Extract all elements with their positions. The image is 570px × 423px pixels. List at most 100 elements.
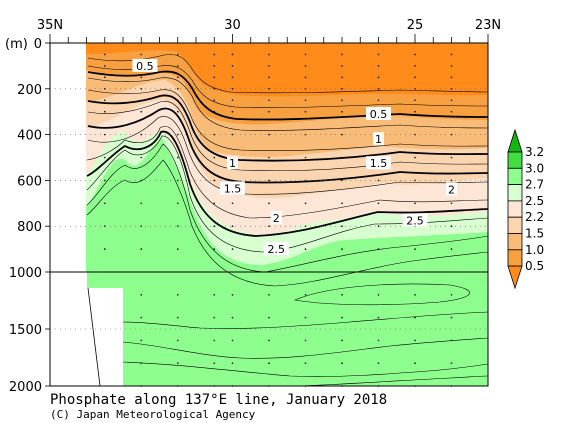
depth-tick-label: 600 [17,174,42,189]
station-dot [213,99,216,102]
station-dot [103,76,106,79]
svg-text:2: 2 [448,184,455,197]
station-dot [176,225,179,227]
station-dot [213,248,216,250]
legend-label: 0.5 [525,259,544,273]
topography-mask [50,43,86,272]
station-dot [414,362,416,365]
station-dot [341,179,343,182]
contour-label: 2 [270,211,282,225]
station-dot [450,225,453,227]
station-dot [268,316,270,319]
latitude-tick-label: 30 [224,18,241,33]
station-dot [231,53,234,56]
legend-arrow-bottom [507,265,523,290]
station-dot [231,99,234,102]
station-dot [176,294,179,296]
station-dot [140,156,143,159]
station-dot [377,179,380,182]
contour-label: 2.5 [402,213,428,227]
topography-mask-deep-lower [50,288,123,386]
station-dot [414,316,416,319]
legend-swatch [507,216,523,234]
band-deep-orange [50,43,488,97]
station-dot [231,65,234,67]
station-dot [213,362,216,365]
station-dot [450,110,453,113]
station-dot [414,248,416,250]
contour-label: 0.5 [132,58,158,73]
station-dot [377,248,380,250]
station-dot [176,156,179,159]
station-dot [268,294,270,296]
station-dot [341,88,343,90]
station-dot [231,339,234,342]
station-dot [231,133,234,136]
station-dot [268,53,270,56]
station-dot [414,339,416,342]
station-dot [231,76,234,79]
station-dot [103,225,106,227]
station-dot [213,179,216,182]
station-dot [213,339,216,342]
station-dot [231,110,234,113]
station-dot [103,202,106,205]
station-dot [341,202,343,205]
depth-tick-label: 1000 [9,266,42,281]
contour-label: 1 [373,132,384,146]
station-dot [377,99,380,102]
contour-label: 1.5 [220,181,245,195]
station-dot [341,316,343,319]
station-dot [213,110,216,113]
latitude-tick-label: 25 [407,18,424,33]
contour-label: 2.5 [263,242,289,256]
station-dot [377,65,380,67]
station-dot [414,76,416,79]
contour-label: 0.5 [366,106,391,121]
station-dot [268,225,270,227]
station-dot [213,225,216,227]
station-dot [450,53,453,56]
svg-text:1.5: 1.5 [224,182,242,195]
station-dot [140,294,143,296]
station-dot [304,316,307,319]
station-dot [176,179,179,182]
station-dot [268,202,270,205]
station-dot [140,76,143,79]
station-dot [377,202,380,205]
station-dot [103,99,106,102]
legend-label: 2.5 [525,194,544,208]
station-dot [341,294,343,296]
station-dot [231,248,234,250]
station-dot [103,133,106,136]
station-dot [450,65,453,67]
station-dot [377,294,380,296]
station-dot [268,110,270,113]
station-dot [450,76,453,79]
station-dot [103,53,106,56]
station-dot [140,339,143,342]
station-dot [140,202,143,205]
credit-line: (C) Japan Meteorological Agency [50,408,256,421]
station-dot [176,133,179,136]
station-dot [176,202,179,205]
station-dot [213,76,216,79]
station-dot [213,88,216,90]
station-dot [377,225,380,227]
station-dot [341,65,343,67]
station-dot [450,88,453,90]
svg-text:2.5: 2.5 [268,243,286,256]
station-dot [304,99,307,102]
station-dot [140,316,143,319]
station-dot [304,202,307,205]
svg-text:2: 2 [273,212,280,225]
svg-text:1: 1 [229,157,236,170]
station-dot [341,110,343,113]
station-dot [341,362,343,365]
depth-tick-label: 200 [17,83,42,98]
station-dot [213,202,216,205]
station-dot [304,339,307,342]
station-dot [140,99,143,102]
topography-mask-deep [50,272,87,288]
